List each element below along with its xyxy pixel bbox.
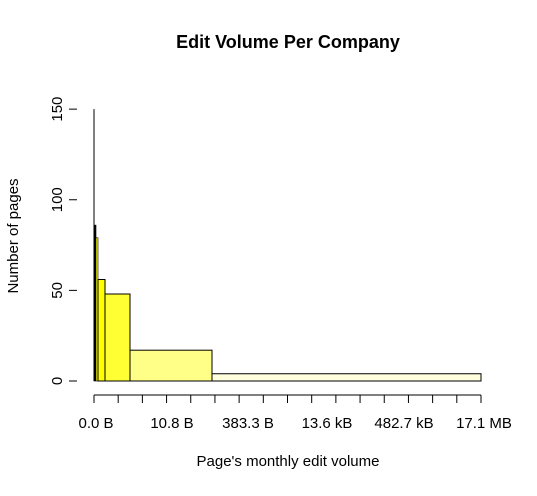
x-tick-label: 13.6 kB (302, 415, 353, 432)
y-tick-label: 150 (49, 97, 66, 122)
x-tick-label: 17.1 MB (456, 415, 512, 432)
x-axis-label: Page's monthly edit volume (197, 453, 380, 470)
y-tick-label: 0 (49, 377, 66, 385)
histogram-bar (129, 349, 213, 382)
x-tick-label: 10.8 B (150, 415, 193, 432)
histogram-bar (211, 373, 482, 382)
x-tick-label: 383.3 B (222, 415, 274, 432)
histogram-bars (93, 224, 482, 382)
y-axis: 0 50 100 150 (49, 97, 95, 385)
x-tick-label: 482.7 kB (374, 415, 433, 432)
y-tick-label: 50 (49, 282, 66, 299)
histogram-bar (93, 224, 97, 382)
histogram-bar (104, 293, 131, 382)
histogram-bar (97, 279, 106, 382)
x-axis: 0.0 B 10.8 B 383.3 B 13.6 kB 482.7 kB 17.1 MB (78, 394, 512, 432)
chart-title: Edit Volume Per Company (176, 32, 400, 52)
y-axis-label: Number of pages (5, 178, 22, 293)
y-tick-label: 100 (49, 187, 66, 212)
x-tick-label: 0.0 B (78, 415, 113, 432)
